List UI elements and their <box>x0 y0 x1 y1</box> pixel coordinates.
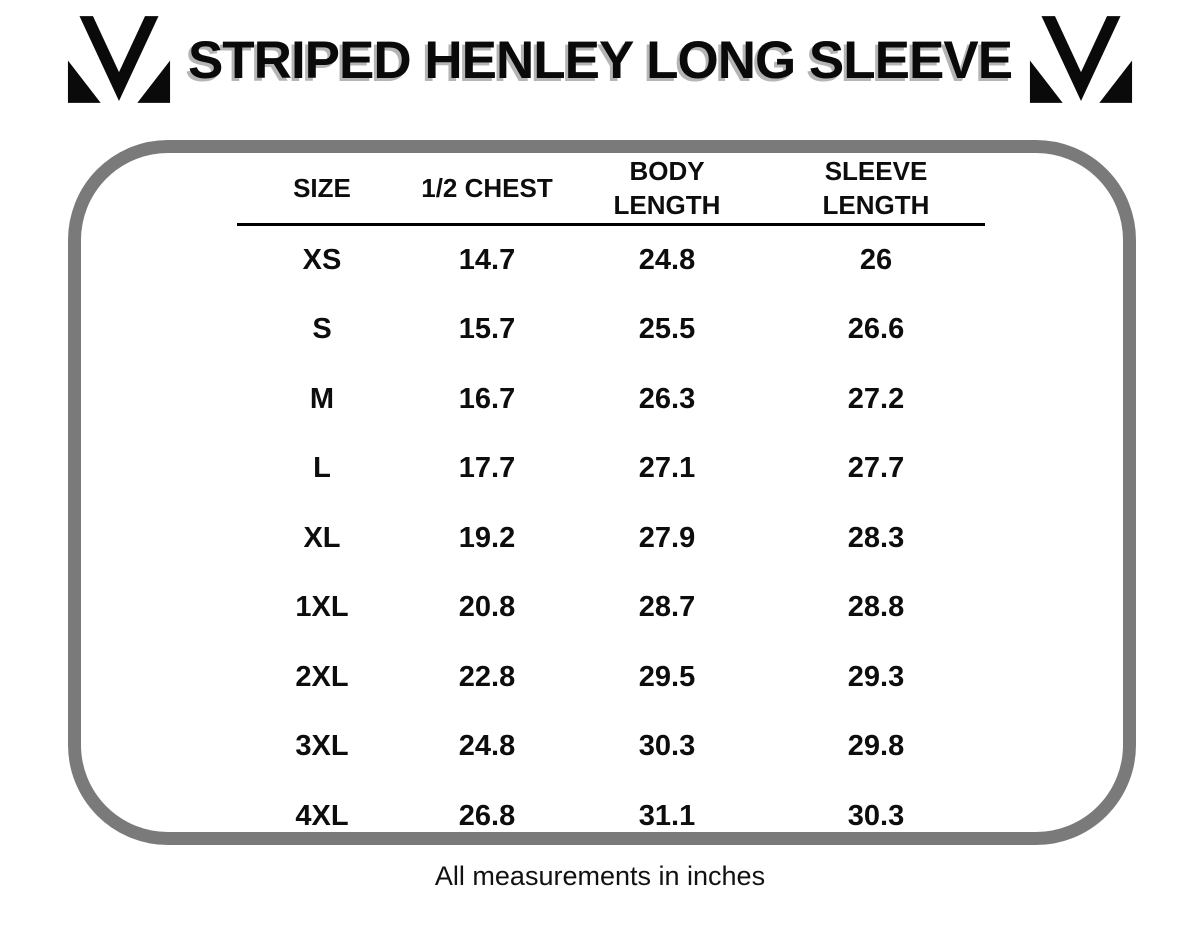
units-note: All measurements in inches <box>434 861 766 891</box>
half-chest-value: 16.7 <box>458 382 516 415</box>
half-chest-value: 14.7 <box>458 243 516 276</box>
column-header-half-chest: 1/2 CHEST <box>421 172 553 203</box>
size-label: S <box>312 313 332 346</box>
half-chest-value: 26.8 <box>458 799 516 832</box>
body-length-value: 24.8 <box>638 243 696 276</box>
sleeve-length-value: 27.7 <box>847 452 905 485</box>
size-label: M <box>309 382 335 415</box>
size-label: XS <box>302 243 342 276</box>
table-row-xs: XS 14.7 24.8 26 <box>237 226 985 296</box>
table-row-m: M 16.7 26.3 27.2 <box>237 365 985 435</box>
half-chest-value: 24.8 <box>458 730 516 763</box>
body-length-value: 29.5 <box>638 660 696 693</box>
column-header-body-length: BODY LENGTH <box>613 156 721 220</box>
table-body: XS 14.7 24.8 26 S 15.7 25.5 26.6 M 16.7 … <box>237 226 985 852</box>
half-chest-value: 15.7 <box>458 313 516 346</box>
table-row-1xl: 1XL 20.8 28.7 28.8 <box>237 573 985 643</box>
brand-m-logo-right-icon <box>1028 14 1134 107</box>
column-header-size: SIZE <box>293 172 351 203</box>
size-label: XL <box>303 521 341 554</box>
half-chest-value: 22.8 <box>458 660 516 693</box>
half-chest-value: 17.7 <box>458 452 516 485</box>
size-label: 2XL <box>295 660 349 693</box>
body-length-value: 25.5 <box>638 313 696 346</box>
sleeve-length-value: 28.3 <box>847 521 905 554</box>
body-length-value: 26.3 <box>638 382 696 415</box>
table-row-4xl: 4XL 26.8 31.1 30.3 <box>237 782 985 852</box>
sleeve-length-value: 28.8 <box>847 591 905 624</box>
body-length-value: 31.1 <box>638 799 696 832</box>
sleeve-length-value: 27.2 <box>847 382 905 415</box>
brand-m-logo-left-icon <box>66 14 172 107</box>
column-header-sleeve-length: SLEEVE LENGTH <box>822 156 930 220</box>
table-row-2xl: 2XL 22.8 29.5 29.3 <box>237 643 985 713</box>
table-header-row: SIZE 1/2 CHEST BODY LENGTH SLEEVE LENGTH <box>237 155 985 223</box>
body-length-value: 27.9 <box>638 521 696 554</box>
size-label: 4XL <box>295 799 349 832</box>
sleeve-length-value: 29.8 <box>847 730 905 763</box>
table-row-xl: XL 19.2 27.9 28.3 <box>237 504 985 574</box>
table-row-3xl: 3XL 24.8 30.3 29.8 <box>237 712 985 782</box>
sleeve-length-value: 26 <box>859 243 893 276</box>
table-row-l: L 17.7 27.1 27.7 <box>237 434 985 504</box>
half-chest-value: 20.8 <box>458 591 516 624</box>
body-length-value: 28.7 <box>638 591 696 624</box>
header-divider <box>237 222 985 226</box>
size-label: 3XL <box>295 730 349 763</box>
size-chart-panel: SIZE 1/2 CHEST BODY LENGTH SLEEVE LENGTH… <box>68 140 1136 845</box>
half-chest-value: 19.2 <box>458 521 516 554</box>
header: STRIPED HENLEY LONG SLEEVE <box>0 14 1200 107</box>
table-row-s: S 15.7 25.5 26.6 <box>237 295 985 365</box>
size-table: SIZE 1/2 CHEST BODY LENGTH SLEEVE LENGTH… <box>237 155 985 851</box>
page-title: STRIPED HENLEY LONG SLEEVE <box>187 31 1013 90</box>
sleeve-length-value: 26.6 <box>847 313 905 346</box>
sleeve-length-value: 30.3 <box>847 799 905 832</box>
body-length-value: 27.1 <box>638 452 696 485</box>
size-label: L <box>313 452 331 485</box>
size-label: 1XL <box>295 591 349 624</box>
body-length-value: 30.3 <box>638 730 696 763</box>
sleeve-length-value: 29.3 <box>847 660 905 693</box>
